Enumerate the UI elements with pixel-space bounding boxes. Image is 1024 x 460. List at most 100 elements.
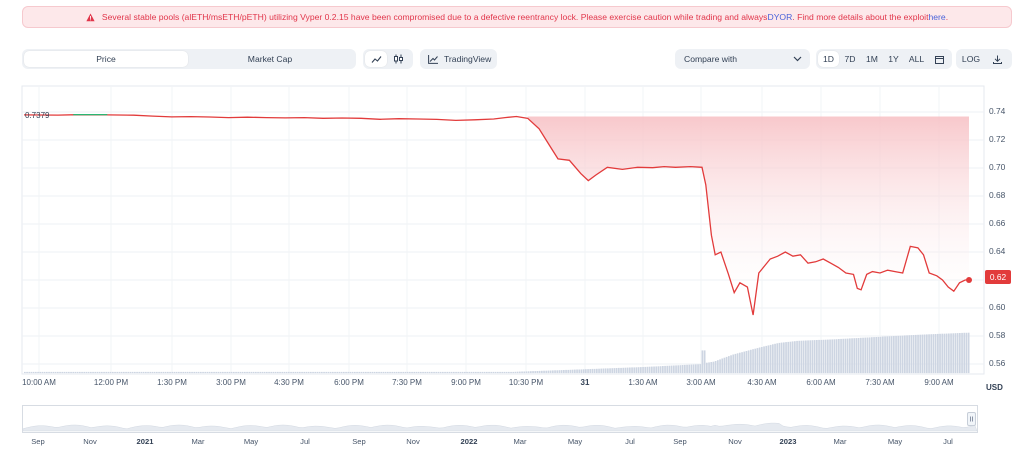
volume-bar <box>855 338 858 374</box>
range-1y[interactable]: 1Y <box>888 54 899 64</box>
volume-bar <box>695 364 697 374</box>
range-1d[interactable]: 1D <box>818 51 839 67</box>
nav-tick: Sep <box>31 437 45 446</box>
volume-bar <box>101 371 103 374</box>
volume-bar <box>723 357 726 374</box>
volume-bar <box>835 339 838 374</box>
price-chart-svg <box>21 85 985 375</box>
volume-bar <box>708 362 710 374</box>
volume-bar <box>899 335 902 374</box>
volume-bar <box>411 371 413 374</box>
nav-tick: May <box>243 437 259 446</box>
volume-bar <box>272 371 275 374</box>
tab-market-cap[interactable]: Market Cap <box>247 54 293 64</box>
volume-bar <box>607 368 609 374</box>
volume-bar <box>882 336 884 374</box>
dyor-link[interactable]: DYOR <box>767 12 793 22</box>
x-tick: 12:00 PM <box>93 378 129 387</box>
volume-bar <box>54 371 57 374</box>
range-handle-icon[interactable] <box>967 412 976 426</box>
volume-bar <box>483 371 486 374</box>
volume-bar <box>87 371 90 374</box>
volume-bar <box>413 371 416 374</box>
volume-bar <box>343 371 345 374</box>
volume-bar <box>633 367 636 374</box>
volume-bar <box>415 371 418 374</box>
volume-bar <box>494 371 497 374</box>
volume-bar <box>325 371 328 374</box>
x-tick: 4:30 AM <box>747 378 777 387</box>
volume-bar <box>270 371 273 374</box>
volume-bar <box>145 371 147 374</box>
volume-bar <box>46 371 48 374</box>
volume-bar <box>921 334 924 374</box>
log-scale-toggle[interactable]: LOG <box>961 54 981 64</box>
download-button[interactable] <box>984 51 1010 67</box>
range-7d[interactable]: 7D <box>844 54 856 64</box>
volume-bar <box>873 337 875 374</box>
volume-bar <box>406 371 409 374</box>
range-1m[interactable]: 1M <box>866 54 878 64</box>
volume-bar <box>626 367 629 374</box>
tradingview-button[interactable]: TradingView <box>420 49 497 69</box>
time-range-selector: 1D 7D 1M 1Y ALL <box>816 49 952 69</box>
volume-bar <box>288 371 290 374</box>
volume-bar <box>864 337 867 374</box>
volume-bar <box>65 371 68 374</box>
volume-bar <box>292 371 295 374</box>
volume-bar <box>611 368 614 374</box>
volume-bar <box>602 368 605 374</box>
volume-bar <box>666 365 669 374</box>
volume-bar <box>589 369 592 374</box>
volume-bar <box>336 371 339 374</box>
volume-bar <box>728 356 730 374</box>
volume-bar <box>791 341 794 374</box>
x-tick: 10:00 AM <box>22 378 56 387</box>
volume-bar <box>380 371 383 374</box>
volume-bar <box>684 364 686 374</box>
range-navigator[interactable] <box>22 404 982 434</box>
volume-bar <box>444 371 446 374</box>
volume-bar <box>681 365 684 374</box>
volume-bar <box>963 332 966 374</box>
volume-bar <box>435 371 438 374</box>
line-chart-button[interactable] <box>365 51 387 67</box>
tab-price[interactable]: Price <box>24 51 188 67</box>
price-chart[interactable] <box>0 84 1024 396</box>
volume-bar <box>932 334 935 374</box>
y-tick-0.72: 0.72 <box>989 134 1006 144</box>
volume-bar <box>437 371 440 374</box>
volume-bar <box>629 367 631 374</box>
volume-bar <box>32 371 35 374</box>
volume-bar <box>844 338 847 374</box>
volume-bar <box>268 371 270 374</box>
compare-with-select[interactable]: Compare with <box>675 49 810 69</box>
volume-bar <box>818 339 820 374</box>
volume-bar <box>886 336 889 374</box>
range-all[interactable]: ALL <box>908 54 925 64</box>
volume-bar <box>554 370 556 374</box>
volume-bar <box>582 369 585 374</box>
volume-bar <box>967 332 970 374</box>
volume-bar <box>250 371 253 374</box>
volume-bar <box>24 371 26 374</box>
alert-text-3: . <box>945 12 949 22</box>
exploit-details-link[interactable]: here <box>928 12 946 22</box>
volume-bar <box>747 350 750 374</box>
volume-bar <box>552 370 554 374</box>
volume-bar <box>956 333 959 374</box>
currency-label: USD <box>986 383 1003 392</box>
candlestick-button[interactable] <box>387 51 409 67</box>
volume-bar <box>802 340 805 374</box>
volume-bar <box>149 371 152 374</box>
volume-bar <box>114 371 116 374</box>
volume-bar <box>954 333 957 374</box>
volume-bar <box>765 345 768 374</box>
volume-bar <box>541 370 543 374</box>
volume-bar <box>477 371 479 374</box>
custom-range-button[interactable] <box>929 51 950 67</box>
volume-bar <box>719 359 721 374</box>
volume-bar <box>761 347 763 374</box>
volume-bar <box>653 366 655 374</box>
volume-bar <box>98 371 101 374</box>
